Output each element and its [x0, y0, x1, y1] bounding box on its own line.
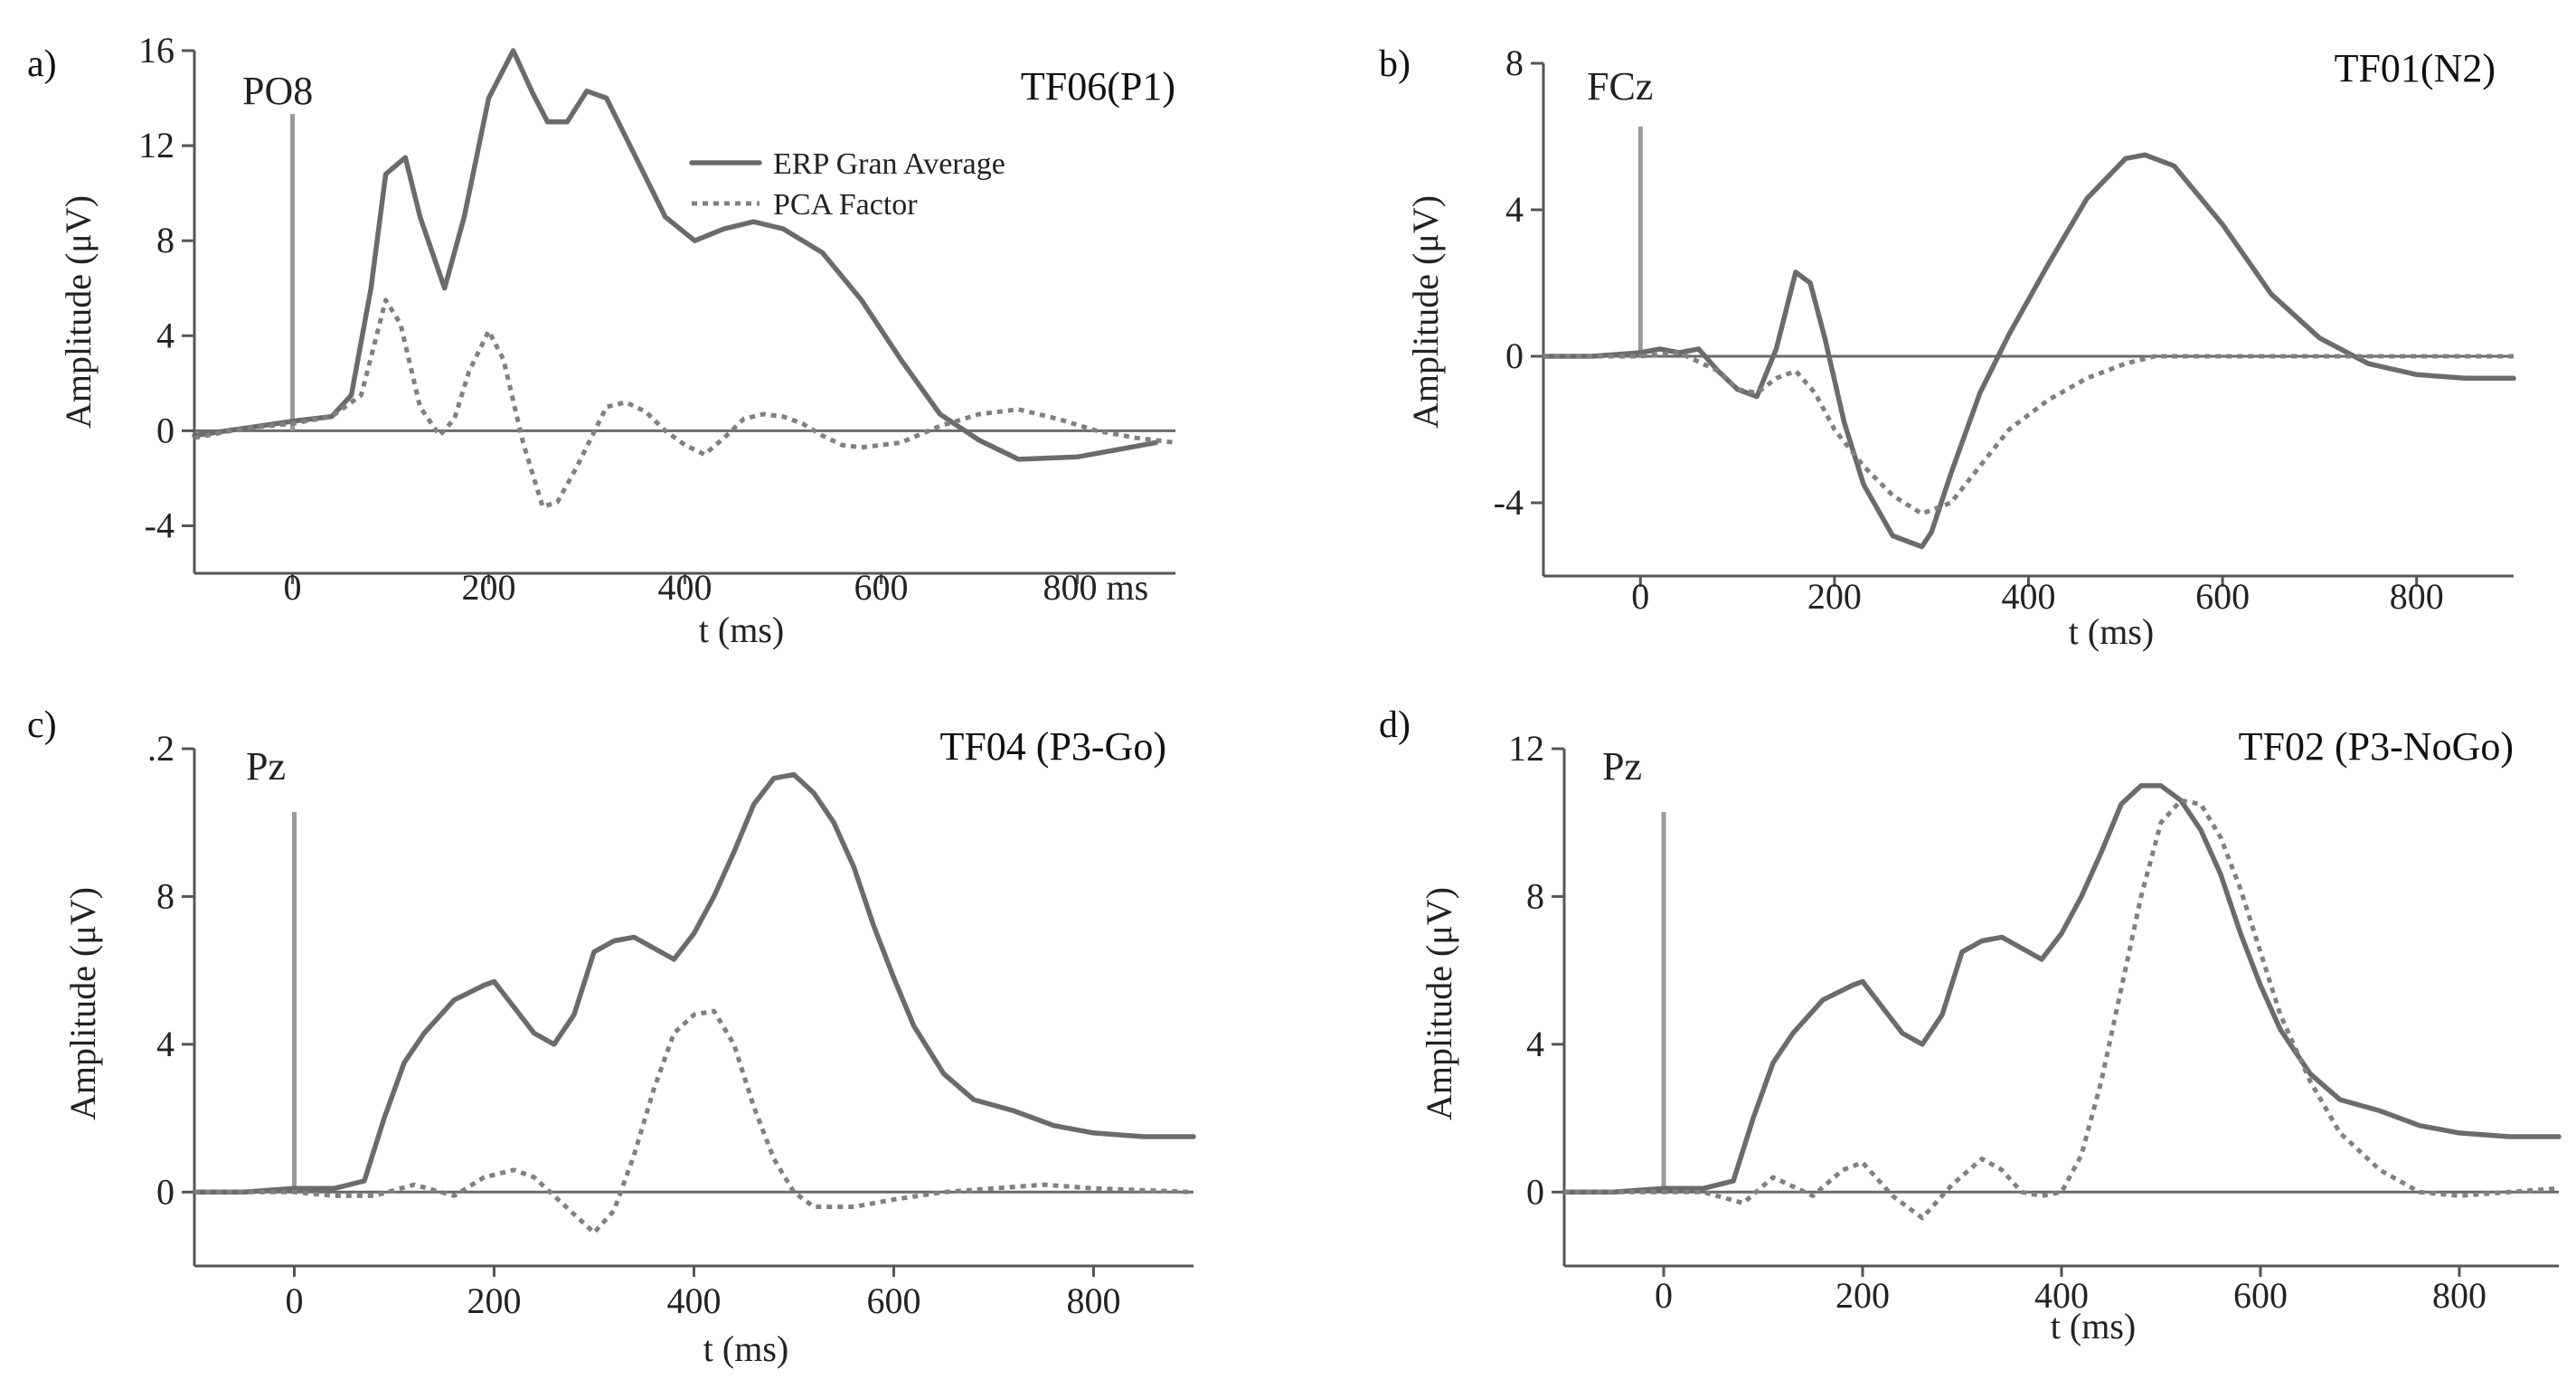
legend: ERP Gran Average PCA Factor [689, 147, 1005, 222]
pca-factor-line [194, 1008, 1194, 1235]
x-tick-label: 400 [658, 567, 712, 608]
channel-label: PO8 [242, 69, 313, 113]
panel-a: a) PO8 TF06(P1) -4 0 4 8 12 16 0 200 400 600 800 ms t … [27, 30, 1176, 650]
x-tick-label: 200 [1835, 1275, 1890, 1316]
y-tick-label: .2 [147, 728, 175, 769]
factor-label: TF01(N2) [2335, 46, 2496, 90]
panel-letter: d) [1379, 704, 1411, 746]
y-tick-label: 0 [156, 1171, 175, 1212]
y-tick-label: 8 [156, 875, 175, 916]
panel-b: b) FCz TF01(N2) -4 0 4 8 0 200 400 600 800 t (ms) Amp… [1379, 43, 2516, 652]
y-tick-label: 0 [1505, 335, 1524, 376]
y-tick-label: -4 [145, 505, 175, 545]
x-tick-label: 600 [2233, 1275, 2288, 1316]
y-tick-label: 0 [156, 410, 175, 450]
erp-grand-average-line [1562, 783, 2562, 1195]
legend-dashed-label: PCA Factor [773, 188, 918, 222]
panel-d: d) Pz TF02 (P3-NoGo) 0 4 8 12 0 200 400 600 800 t (m… [1379, 704, 2562, 1346]
panel-letter: a) [27, 43, 57, 85]
x-tick-label: 200 [1807, 576, 1862, 617]
y-axis-title: Amplitude (μV) [58, 195, 99, 429]
x-tick-label: 400 [667, 1280, 722, 1321]
factor-label: TF06(P1) [1021, 64, 1175, 109]
x-tick-label: 600 [854, 567, 909, 608]
pca-factor-line [1564, 798, 2560, 1221]
erp-grand-average-line [1541, 152, 2516, 550]
x-tick-label: 800 [2432, 1275, 2486, 1316]
x-tick-label: 800 [1067, 1280, 1121, 1321]
y-tick-label: 0 [1526, 1171, 1544, 1212]
channel-label: Pz [1602, 744, 1642, 789]
legend-solid-label: ERP Gran Average [773, 147, 1005, 181]
y-tick-label: 12 [1508, 728, 1544, 769]
x-tick-label: 800 [2390, 576, 2444, 617]
y-tick-label: 8 [1526, 875, 1544, 916]
panel-letter: b) [1379, 43, 1411, 85]
x-axis-title: t (ms) [2051, 1306, 2136, 1346]
x-tick-label: 400 [2034, 1275, 2089, 1316]
x-tick-label: 600 [2195, 576, 2250, 617]
y-tick-label: 12 [138, 125, 175, 165]
pca-factor-line [193, 298, 1176, 509]
factor-label: TF04 (P3-Go) [939, 724, 1166, 769]
x-tick-label: 0 [1631, 576, 1649, 617]
x-axis-title: t (ms) [703, 1328, 788, 1369]
y-tick-label: 4 [156, 1024, 175, 1064]
y-axis-title: Amplitude (μV) [62, 887, 103, 1120]
x-tick-label: 0 [1655, 1275, 1673, 1316]
x-tick-label: 800 ms [1043, 567, 1149, 608]
x-tick-label: 200 [462, 567, 516, 608]
panel-letter: c) [27, 704, 57, 746]
x-tick-label: 0 [284, 567, 302, 608]
x-tick-label: 600 [867, 1280, 921, 1321]
y-tick-label: 16 [138, 30, 175, 71]
x-axis-title: t (ms) [699, 609, 784, 650]
x-tick-label: 200 [467, 1280, 522, 1321]
pca-factor-line [1543, 350, 2514, 516]
y-axis-title: Amplitude (μV) [1405, 195, 1446, 429]
y-tick-label: -4 [1494, 482, 1524, 523]
y-tick-label: 4 [156, 315, 175, 355]
x-tick-label: 400 [2002, 576, 2056, 617]
factor-label: TF02 (P3-NoGo) [2239, 724, 2514, 769]
x-tick-label: 0 [286, 1280, 304, 1321]
x-axis-title: t (ms) [2069, 611, 2154, 652]
y-tick-label: 4 [1526, 1024, 1544, 1064]
erp-grand-average-line [192, 771, 1196, 1195]
panel-c: c) Pz TF04 (P3-Go) 0 4 8 .2 0 200 400 600 800 t (ms)… [27, 704, 1196, 1369]
erp-grand-average-line [192, 48, 1159, 462]
channel-label: Pz [246, 744, 286, 789]
y-tick-label: 8 [1505, 43, 1524, 83]
y-tick-label: 4 [1505, 189, 1524, 230]
y-tick-label: 8 [156, 220, 175, 260]
y-axis-title: Amplitude (μV) [1419, 887, 1459, 1120]
channel-label: FCz [1587, 64, 1653, 109]
